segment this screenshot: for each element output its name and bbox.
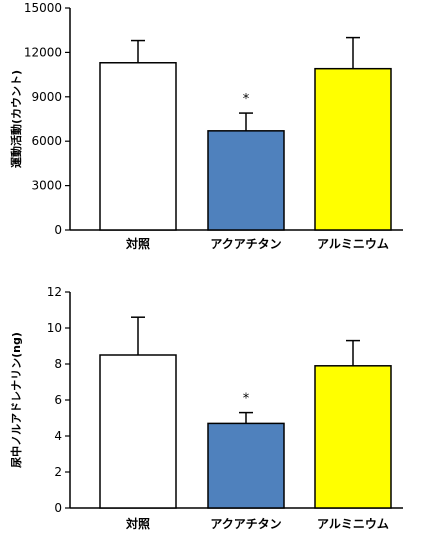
chart-2: 0 2 4 6 8 10 12 尿中ノルアドレナリン(ng) 対照 * アクアチタン アルミニウム: [9, 285, 403, 531]
y-tick-label: 6000: [31, 134, 62, 148]
bar-2: [207, 422, 285, 509]
y-tick-label: 15000: [24, 1, 62, 15]
y-tick-label: 0: [54, 501, 62, 515]
chart-1: 0 3000 6000 9000 12000 15000 運動活動(カウント) 対照 * アクアチ…: [9, 1, 403, 251]
y-tick-label: 10: [47, 321, 62, 335]
y-tick-label: 9000: [31, 90, 62, 104]
significance-marker: *: [243, 392, 250, 407]
y-tick-label: 3000: [31, 179, 62, 193]
bar-3: [314, 67, 392, 231]
category-label: アルミニウム: [317, 237, 389, 251]
bar-1: [99, 62, 177, 231]
category-label: アクアチタン: [210, 517, 281, 531]
y-tick-label: 0: [54, 223, 62, 237]
category-label: 対照: [125, 236, 150, 251]
y-axis-label: 運動活動(カウント): [9, 70, 23, 168]
bar-2: [207, 130, 285, 231]
y-tick-label: 12000: [24, 45, 62, 59]
bar-1: [99, 354, 177, 509]
bar-3: [314, 365, 392, 509]
category-label: アクアチタン: [210, 237, 281, 251]
category-label: アルミニウム: [317, 517, 389, 531]
y-tick-label: 6: [54, 393, 62, 407]
category-label: 対照: [125, 516, 150, 531]
y-tick-label: 4: [54, 429, 62, 443]
y-axis-label: 尿中ノルアドレナリン(ng): [9, 332, 23, 468]
y-tick-label: 2: [54, 465, 62, 479]
y-tick-label: 12: [47, 285, 62, 299]
y-tick-label: 8: [54, 357, 62, 371]
significance-marker: *: [243, 92, 250, 107]
